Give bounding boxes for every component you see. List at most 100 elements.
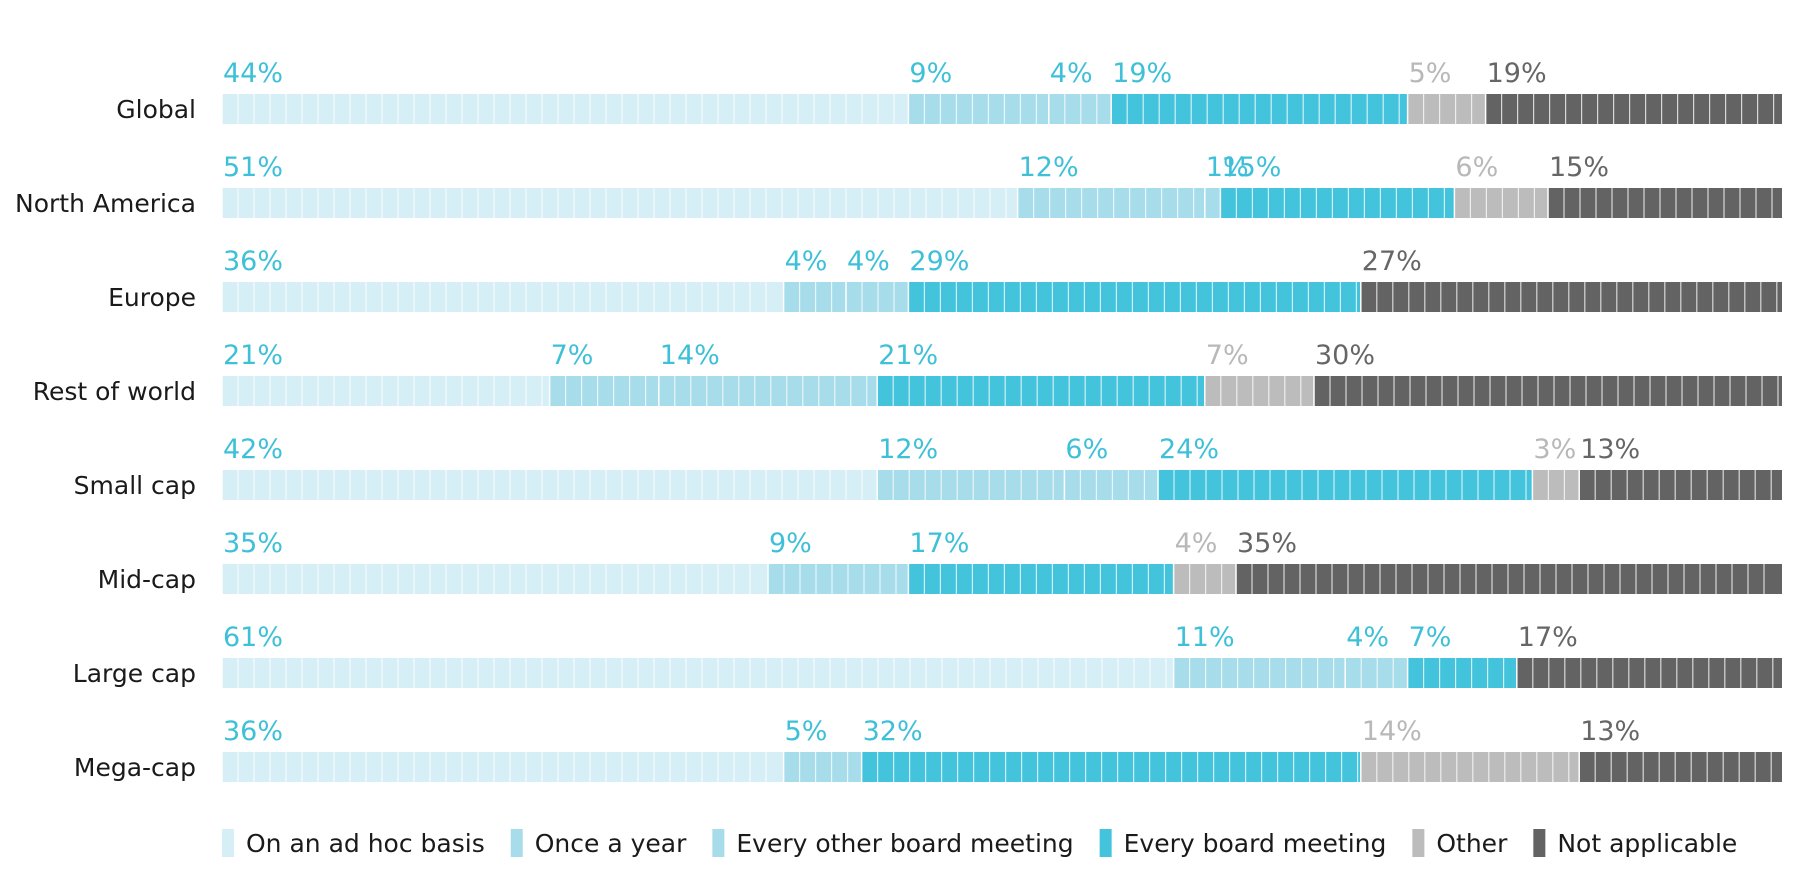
bar-segment-mega-cap-once-a-year <box>782 752 862 782</box>
category-label-mid-cap: Mid-cap <box>98 565 196 594</box>
legend-swatch-other <box>1412 829 1425 857</box>
bar-segment-small-cap-once-a-year <box>876 470 1065 500</box>
value-label-north-america-every-board-meeting: 15% <box>1221 152 1281 183</box>
bar-segment-europe-every-other-board-meeting <box>845 282 909 312</box>
legend-swatch-once-a-year <box>510 829 523 857</box>
value-label-mega-cap-not-applicable: 13% <box>1580 716 1640 747</box>
value-label-small-cap-on-an-ad-hoc-basis: 42% <box>223 434 283 465</box>
category-label-europe: Europe <box>108 283 196 312</box>
value-label-small-cap-not-applicable: 13% <box>1580 434 1640 465</box>
value-label-global-other: 5% <box>1409 58 1452 89</box>
value-label-europe-on-an-ad-hoc-basis: 36% <box>223 246 283 277</box>
category-label-rest-of-world: Rest of world <box>33 377 196 406</box>
value-label-large-cap-once-a-year: 11% <box>1175 622 1235 653</box>
value-label-north-america-other: 6% <box>1455 152 1498 183</box>
value-label-mid-cap-not-applicable: 35% <box>1237 528 1297 559</box>
bar-segment-rest-of-world-not-applicable <box>1313 376 1782 406</box>
value-label-small-cap-other: 3% <box>1533 434 1576 465</box>
legend-item-not-applicable: Not applicable <box>1533 829 1737 858</box>
bar-segment-mega-cap-on-an-ad-hoc-basis <box>221 752 784 782</box>
bar-segment-global-not-applicable <box>1484 94 1782 124</box>
bar-segment-small-cap-other <box>1531 470 1580 500</box>
bar-segment-mid-cap-not-applicable <box>1235 564 1782 594</box>
value-label-global-not-applicable: 19% <box>1487 58 1547 89</box>
bar-segment-global-every-other-board-meeting <box>1048 94 1112 124</box>
legend-item-every-board-meeting: Every board meeting <box>1099 829 1386 858</box>
bar-segment-global-other <box>1406 94 1486 124</box>
bar-segment-global-on-an-ad-hoc-basis <box>221 94 909 124</box>
bar-segment-global-once-a-year <box>907 94 1049 124</box>
value-label-north-america-every-other-board-meeting: 1% <box>1206 152 1249 183</box>
bar-segment-large-cap-every-other-board-meeting <box>1344 658 1408 688</box>
value-label-rest-of-world-on-an-ad-hoc-basis: 21% <box>223 340 283 371</box>
value-label-small-cap-once-a-year: 12% <box>878 434 938 465</box>
value-label-mid-cap-once-a-year: 9% <box>769 528 812 559</box>
value-label-mid-cap-on-an-ad-hoc-basis: 35% <box>223 528 283 559</box>
bar-segment-mid-cap-on-an-ad-hoc-basis <box>221 564 768 594</box>
legend-label-on-an-ad-hoc-basis: On an ad hoc basis <box>246 829 485 858</box>
bar-segment-mega-cap-every-board-meeting <box>860 752 1361 782</box>
value-label-global-every-other-board-meeting: 4% <box>1050 58 1093 89</box>
bar-segment-large-cap-on-an-ad-hoc-basis <box>221 658 1174 688</box>
value-label-small-cap-every-board-meeting: 24% <box>1159 434 1219 465</box>
value-label-europe-every-other-board-meeting: 4% <box>847 246 890 277</box>
legend-label-every-other-board-meeting: Every other board meeting <box>736 829 1073 858</box>
bar-segment-europe-on-an-ad-hoc-basis <box>221 282 784 312</box>
bar-segment-large-cap-once-a-year <box>1172 658 1346 688</box>
category-label-north-america: North America <box>15 189 196 218</box>
bar-segment-small-cap-not-applicable <box>1578 470 1782 500</box>
value-label-mega-cap-once-a-year: 5% <box>785 716 828 747</box>
bar-segment-north-america-not-applicable <box>1547 188 1782 218</box>
bar-segment-small-cap-every-other-board-meeting <box>1063 470 1158 500</box>
bar-segment-europe-once-a-year <box>782 282 846 312</box>
value-label-europe-not-applicable: 27% <box>1362 246 1422 277</box>
value-label-global-on-an-ad-hoc-basis: 44% <box>223 58 283 89</box>
legend-label-once-a-year: Once a year <box>535 829 687 858</box>
value-label-north-america-on-an-ad-hoc-basis: 51% <box>223 152 283 183</box>
value-label-rest-of-world-every-other-board-meeting: 14% <box>660 340 720 371</box>
value-label-europe-every-board-meeting: 29% <box>909 246 969 277</box>
legend-swatch-every-other-board-meeting <box>712 829 725 857</box>
value-label-mega-cap-on-an-ad-hoc-basis: 36% <box>223 716 283 747</box>
value-label-large-cap-every-board-meeting: 7% <box>1409 622 1452 653</box>
value-label-mega-cap-other: 14% <box>1362 716 1422 747</box>
bar-segment-mega-cap-other <box>1360 752 1580 782</box>
value-label-europe-once-a-year: 4% <box>785 246 828 277</box>
value-label-north-america-not-applicable: 15% <box>1549 152 1609 183</box>
value-label-global-once-a-year: 9% <box>909 58 952 89</box>
bar-segment-mega-cap-not-applicable <box>1578 752 1782 782</box>
legend-item-other: Other <box>1412 829 1508 858</box>
value-label-large-cap-every-other-board-meeting: 4% <box>1346 622 1389 653</box>
legend-swatch-on-an-ad-hoc-basis <box>222 829 234 857</box>
legend-item-once-a-year: Once a year <box>510 829 687 858</box>
bar-segment-rest-of-world-once-a-year <box>548 376 659 406</box>
bar-segment-north-america-on-an-ad-hoc-basis <box>221 188 1018 218</box>
legend: On an ad hoc basis Once a year Every other… <box>222 829 1737 858</box>
category-label-small-cap: Small cap <box>74 471 196 500</box>
bar-segment-mid-cap-every-board-meeting <box>907 564 1174 594</box>
bar-segment-large-cap-every-board-meeting <box>1406 658 1517 688</box>
bar-segment-rest-of-world-every-board-meeting <box>876 376 1205 406</box>
bar-segment-mid-cap-once-a-year <box>767 564 909 594</box>
bar-segment-north-america-other <box>1453 188 1548 218</box>
legend-swatch-every-board-meeting <box>1099 829 1112 857</box>
bar-segment-rest-of-world-other <box>1204 376 1314 406</box>
value-label-global-every-board-meeting: 19% <box>1112 58 1172 89</box>
bar-segment-global-every-board-meeting <box>1110 94 1408 124</box>
labels-layer: Global 44% 9% 4% 19% 5% 19% North America 51% 12%… <box>15 58 1640 782</box>
bar-segment-rest-of-world-on-an-ad-hoc-basis <box>221 376 550 406</box>
legend-label-other: Other <box>1436 829 1508 858</box>
category-label-global: Global <box>116 95 196 124</box>
bar-segment-north-america-every-board-meeting <box>1219 188 1455 218</box>
bar-segment-north-america-once-a-year <box>1016 188 1205 218</box>
category-label-large-cap: Large cap <box>73 659 196 688</box>
category-label-mega-cap: Mega-cap <box>74 753 196 782</box>
value-label-rest-of-world-not-applicable: 30% <box>1315 340 1375 371</box>
bar-segment-north-america-every-other-board-meeting <box>1204 188 1221 218</box>
value-label-mid-cap-every-board-meeting: 17% <box>909 528 969 559</box>
legend-item-on-an-ad-hoc-basis: On an ad hoc basis <box>222 829 485 858</box>
legend-label-not-applicable: Not applicable <box>1557 829 1737 858</box>
value-label-rest-of-world-once-a-year: 7% <box>551 340 594 371</box>
